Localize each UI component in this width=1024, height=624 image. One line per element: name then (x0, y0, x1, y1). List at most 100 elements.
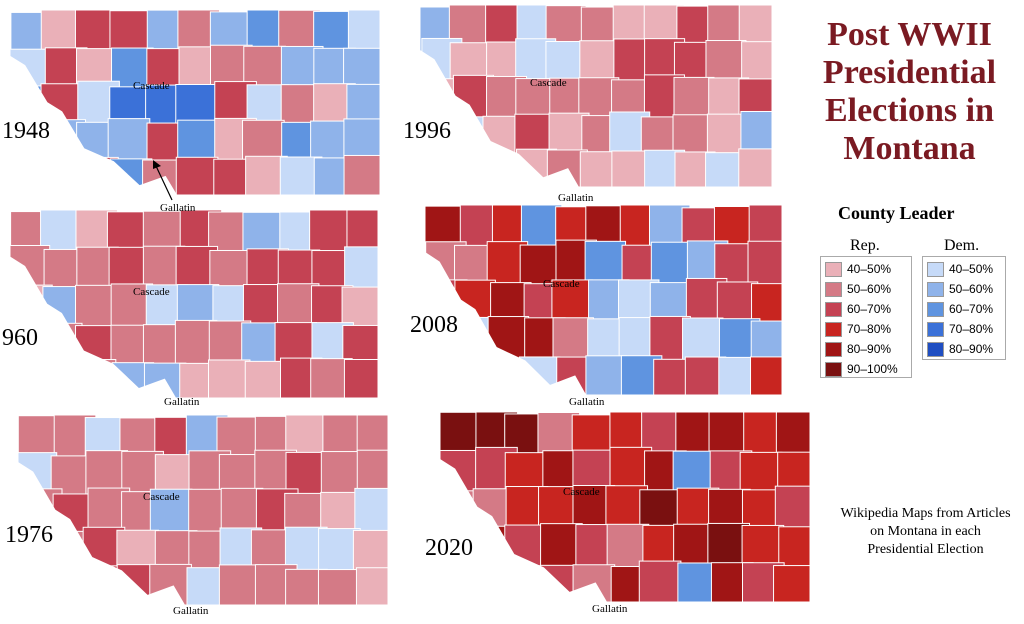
county-region (638, 560, 682, 602)
state-outline (420, 5, 772, 187)
county-region (207, 359, 251, 398)
county-region (244, 360, 288, 398)
county-region (440, 561, 481, 602)
legend-swatch (927, 321, 944, 337)
montana-map-1996 (420, 5, 772, 187)
county-region (175, 156, 219, 195)
county-region (40, 362, 83, 398)
county-region (218, 564, 262, 605)
county-region (457, 354, 500, 395)
title-line: Presidential (822, 54, 997, 91)
title-line: Montana (843, 130, 976, 167)
gallatin-label: Gallatin (160, 202, 196, 214)
county-region (504, 565, 547, 602)
legend-swatch (927, 281, 944, 297)
county-region (10, 358, 51, 398)
gallatin-label: Gallatin (164, 396, 200, 408)
montana-map-1976 (18, 415, 388, 605)
legend-swatch (825, 261, 842, 277)
state-outline (440, 412, 810, 602)
legend-dem-row: 40–50% (927, 259, 1005, 279)
cascade-label: Cascade (563, 486, 600, 498)
county-region (44, 158, 88, 195)
county-region (475, 562, 518, 602)
gallatin-arrow (153, 160, 173, 201)
county-region (343, 358, 378, 398)
legend-rep-row: 60–70% (825, 299, 911, 319)
legend-rep-row: 90–100% (825, 359, 911, 379)
county-region (585, 355, 627, 395)
year-label: 1996 (403, 118, 451, 144)
county-region (425, 359, 465, 395)
cascade-label: Cascade (530, 77, 567, 89)
county-region (354, 487, 388, 535)
map-1948 (10, 10, 380, 195)
legend-swatch (825, 361, 842, 377)
main-title: Post WWII Presidential Elections in Mont… (812, 16, 1007, 168)
legend-swatch (825, 341, 842, 357)
county-region (420, 151, 459, 187)
montana-map-1960 (10, 210, 378, 398)
legend-rep-box: 40–50% 50–60% 60–70% 70–80% 80–90% 90–10… (820, 256, 912, 378)
year-label: 1976 (5, 522, 53, 548)
state-outline (425, 205, 782, 395)
montana-map-1948 (10, 10, 380, 195)
county-region (355, 567, 388, 605)
source-credit: Wikipedia Maps from Articles on Montana … (840, 506, 1011, 557)
county-region (775, 412, 810, 456)
county-region (49, 565, 93, 605)
legend-rep-row: 40–50% (825, 259, 911, 279)
county-region (76, 156, 119, 195)
cascade-label: Cascade (133, 286, 170, 298)
legend-title: County Leader (838, 203, 955, 223)
legend-swatch (927, 341, 944, 357)
county-region (487, 316, 530, 364)
county-region (750, 356, 782, 395)
year-label: 2020 (425, 535, 473, 561)
legend-rep-row: 50–60% (825, 279, 911, 299)
year-label: 960 (2, 325, 38, 351)
title-line: Elections in (824, 92, 995, 129)
county-region (520, 205, 563, 251)
legend-rep-heading: Rep. (850, 237, 880, 254)
legend-dem-row: 60–70% (927, 299, 1005, 319)
state-outline (10, 210, 378, 398)
gallatin-label: Gallatin (569, 396, 605, 408)
county-region (149, 488, 193, 536)
legend-dem-box: 40–50% 50–60% 60–70% 70–80% 80–90% (922, 256, 1006, 360)
county-region (450, 152, 492, 187)
county-region (346, 210, 378, 254)
county-region (317, 569, 361, 605)
state-outline (18, 415, 388, 605)
montana-map-2020 (440, 412, 810, 602)
map-2008 (425, 205, 782, 395)
map-1976 (18, 415, 388, 605)
gallatin-label: Gallatin (592, 603, 628, 615)
gallatin-label: Gallatin (558, 192, 594, 204)
cascade-label: Cascade (143, 491, 180, 503)
state-outline (10, 10, 380, 195)
legend-rep-row: 70–80% (825, 319, 911, 339)
legend-dem-row: 50–60% (927, 279, 1005, 299)
montana-map-2008 (425, 205, 782, 395)
legend-swatch (825, 321, 842, 337)
county-region (18, 566, 59, 605)
map-2020 (440, 412, 810, 602)
county-region (773, 565, 810, 602)
legend-dem-row: 80–90% (927, 339, 1005, 359)
title-line: Post WWII (827, 16, 992, 53)
gallatin-label: Gallatin (173, 605, 209, 617)
county-region (10, 154, 51, 195)
year-label: 1948 (2, 118, 50, 144)
map-1996 (420, 5, 772, 187)
county-region (738, 148, 772, 187)
legend-swatch (927, 261, 944, 277)
legend-swatch (825, 281, 842, 297)
legend-rep-row: 80–90% (825, 339, 911, 359)
legend-dem-heading: Dem. (944, 237, 980, 254)
legend-swatch (825, 301, 842, 317)
county-region (343, 154, 380, 195)
county-region (347, 10, 380, 53)
county-region (484, 152, 526, 187)
county-region (107, 118, 151, 165)
